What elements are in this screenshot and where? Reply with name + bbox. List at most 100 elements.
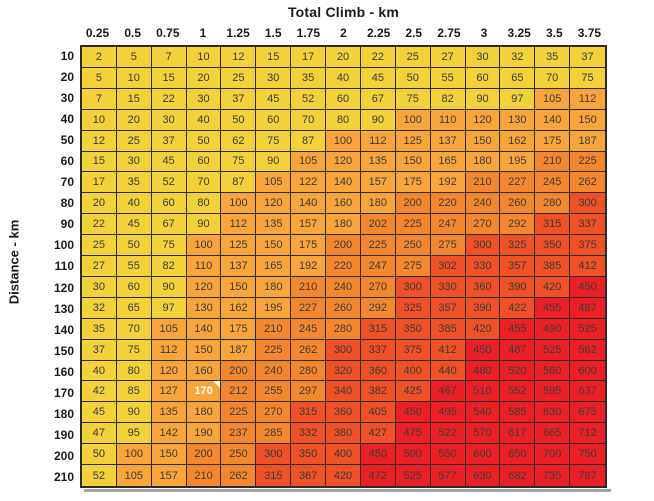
heatmap-cell: 480 xyxy=(465,360,501,382)
heatmap-cell: 85 xyxy=(116,381,152,403)
heatmap-cell: 45 xyxy=(151,151,187,173)
heatmap-cell: 180 xyxy=(186,402,222,424)
heatmap-cell: 400 xyxy=(395,360,431,382)
heatmap-cell: 70 xyxy=(186,172,222,194)
heatmap-cell: 10 xyxy=(186,47,222,68)
heatmap-cell: 472 xyxy=(360,465,396,486)
heatmap-cell: 192 xyxy=(291,256,327,277)
heatmap-cell: 315 xyxy=(291,402,327,424)
row-header: 110 xyxy=(54,259,74,274)
column-header: 2.75 xyxy=(437,26,461,40)
row-header: 20 xyxy=(60,69,74,84)
heatmap-cell: 25 xyxy=(221,67,257,89)
heatmap-cell: 665 xyxy=(535,423,571,445)
heatmap-cell: 350 xyxy=(535,235,571,257)
heatmap-cell: 125 xyxy=(221,235,257,257)
heatmap-cell: 82 xyxy=(430,88,466,110)
heatmap-cell: 112 xyxy=(360,130,396,152)
heatmap-cell: 82 xyxy=(151,256,187,277)
heatmap-cell: 140 xyxy=(535,109,571,131)
heatmap-cell: 120 xyxy=(326,151,361,173)
heatmap-cell: 315 xyxy=(535,214,571,236)
heatmap-cell: 300 xyxy=(395,276,431,298)
heatmap-cell: 450 xyxy=(360,444,396,466)
heatmap-cell: 195 xyxy=(256,297,292,319)
column-header: 0.5 xyxy=(124,26,142,40)
heatmap-cell: 225 xyxy=(221,402,257,424)
heatmap-cell: 495 xyxy=(430,402,466,424)
column-header: 1.75 xyxy=(296,26,321,40)
heatmap-cell: 25 xyxy=(395,47,431,68)
column-header: 0.25 xyxy=(85,26,110,40)
heatmap-cell: 125 xyxy=(395,130,431,152)
heatmap-cell: 375 xyxy=(570,235,605,257)
heatmap-cell: 50 xyxy=(116,235,152,257)
heatmap-cell: 500 xyxy=(395,444,431,466)
heatmap-cell: 487 xyxy=(570,297,605,319)
column-header: 3 xyxy=(480,26,488,40)
heatmap-cell: 350 xyxy=(395,318,431,340)
row-header: 170 xyxy=(53,386,74,401)
heatmap-cell: 70 xyxy=(535,67,571,89)
heatmap-cell: 55 xyxy=(116,256,152,277)
heatmap-cell: 40 xyxy=(116,193,152,215)
heatmap-cell: 22 xyxy=(82,214,117,236)
heatmap-cell: 712 xyxy=(570,423,605,445)
heatmap-cell: 525 xyxy=(535,339,571,361)
heatmap-cell: 35 xyxy=(291,67,327,89)
heatmap-cell: 130 xyxy=(186,297,222,319)
heatmap-cell: 35 xyxy=(82,318,117,340)
column-header: 2.5 xyxy=(405,26,423,40)
heatmap-cell: 60 xyxy=(326,88,361,110)
heatmap-cell: 67 xyxy=(151,214,187,236)
heatmap-cell: 247 xyxy=(360,256,396,277)
heatmap-cell: 577 xyxy=(430,465,466,486)
heatmap-cell: 32 xyxy=(82,297,117,319)
heatmap-cell: 750 xyxy=(570,444,605,466)
heatmap-cell: 20 xyxy=(186,67,222,89)
heatmap-cell: 45 xyxy=(82,402,117,424)
heatmap-cell: 120 xyxy=(256,193,292,215)
heatmap-cell: 25 xyxy=(116,130,152,152)
heatmap-cell: 80 xyxy=(116,360,152,382)
heatmap-cell: 200 xyxy=(221,360,257,382)
heatmap-cell: 250 xyxy=(395,235,431,257)
heatmap-cell: 682 xyxy=(500,465,536,486)
heatmap-cell: 330 xyxy=(430,276,466,298)
heatmap-cell: 270 xyxy=(256,402,292,424)
heatmap-cell: 285 xyxy=(256,423,292,445)
heatmap-cell: 340 xyxy=(326,381,361,403)
heatmap-cell: 135 xyxy=(256,214,292,236)
heatmap-cell: 225 xyxy=(360,235,396,257)
heatmap-cell: 280 xyxy=(291,360,327,382)
row-header: 210 xyxy=(53,470,74,485)
heatmap-cell: 45 xyxy=(360,67,396,89)
heatmap-cell: 75 xyxy=(256,130,292,152)
heatmap-cell: 80 xyxy=(186,193,222,215)
heatmap-cell: 270 xyxy=(465,214,501,236)
row-header: 60 xyxy=(60,154,74,169)
heatmap-cell: 65 xyxy=(500,67,536,89)
heatmap-cell: 12 xyxy=(82,130,117,152)
heatmap-cell: 240 xyxy=(465,193,501,215)
heatmap-cell: 7 xyxy=(151,47,187,68)
heatmap-cell: 30 xyxy=(151,109,187,131)
heatmap-cell: 320 xyxy=(326,360,361,382)
heatmap-cell: 75 xyxy=(221,151,257,173)
heatmap-cell: 90 xyxy=(151,276,187,298)
heatmap-cell: 160 xyxy=(186,360,222,382)
heatmap-cell: 427 xyxy=(360,423,396,445)
heatmap-cell: 122 xyxy=(291,172,327,194)
heatmap-cell: 30 xyxy=(82,276,117,298)
heatmap-cell: 20 xyxy=(82,193,117,215)
heatmap-cell: 297 xyxy=(291,381,327,403)
heatmap-cell: 60 xyxy=(465,67,501,89)
heatmap-cell: 262 xyxy=(221,465,257,486)
heatmap-cell: 20 xyxy=(116,109,152,131)
heatmap-cell: 522 xyxy=(430,423,466,445)
heatmap-cell: 560 xyxy=(535,360,571,382)
heatmap-cell: 112 xyxy=(221,214,257,236)
heatmap-cell: 175 xyxy=(221,318,257,340)
heatmap-cell: 202 xyxy=(360,214,396,236)
heatmap-cell: 270 xyxy=(360,276,396,298)
